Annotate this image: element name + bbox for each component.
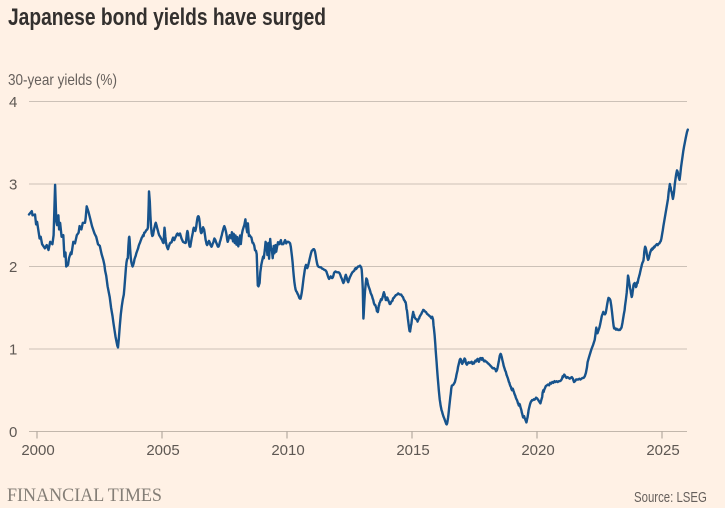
svg-text:0: 0 <box>9 424 17 441</box>
svg-text:3: 3 <box>9 177 17 194</box>
svg-text:2000: 2000 <box>21 442 54 459</box>
svg-text:2: 2 <box>9 259 17 276</box>
svg-text:2005: 2005 <box>146 442 179 459</box>
svg-text:2020: 2020 <box>521 442 554 459</box>
svg-text:2015: 2015 <box>396 442 429 459</box>
svg-text:4: 4 <box>9 94 17 111</box>
svg-text:2010: 2010 <box>271 442 304 459</box>
svg-text:1: 1 <box>9 342 17 359</box>
svg-text:2025: 2025 <box>646 442 679 459</box>
